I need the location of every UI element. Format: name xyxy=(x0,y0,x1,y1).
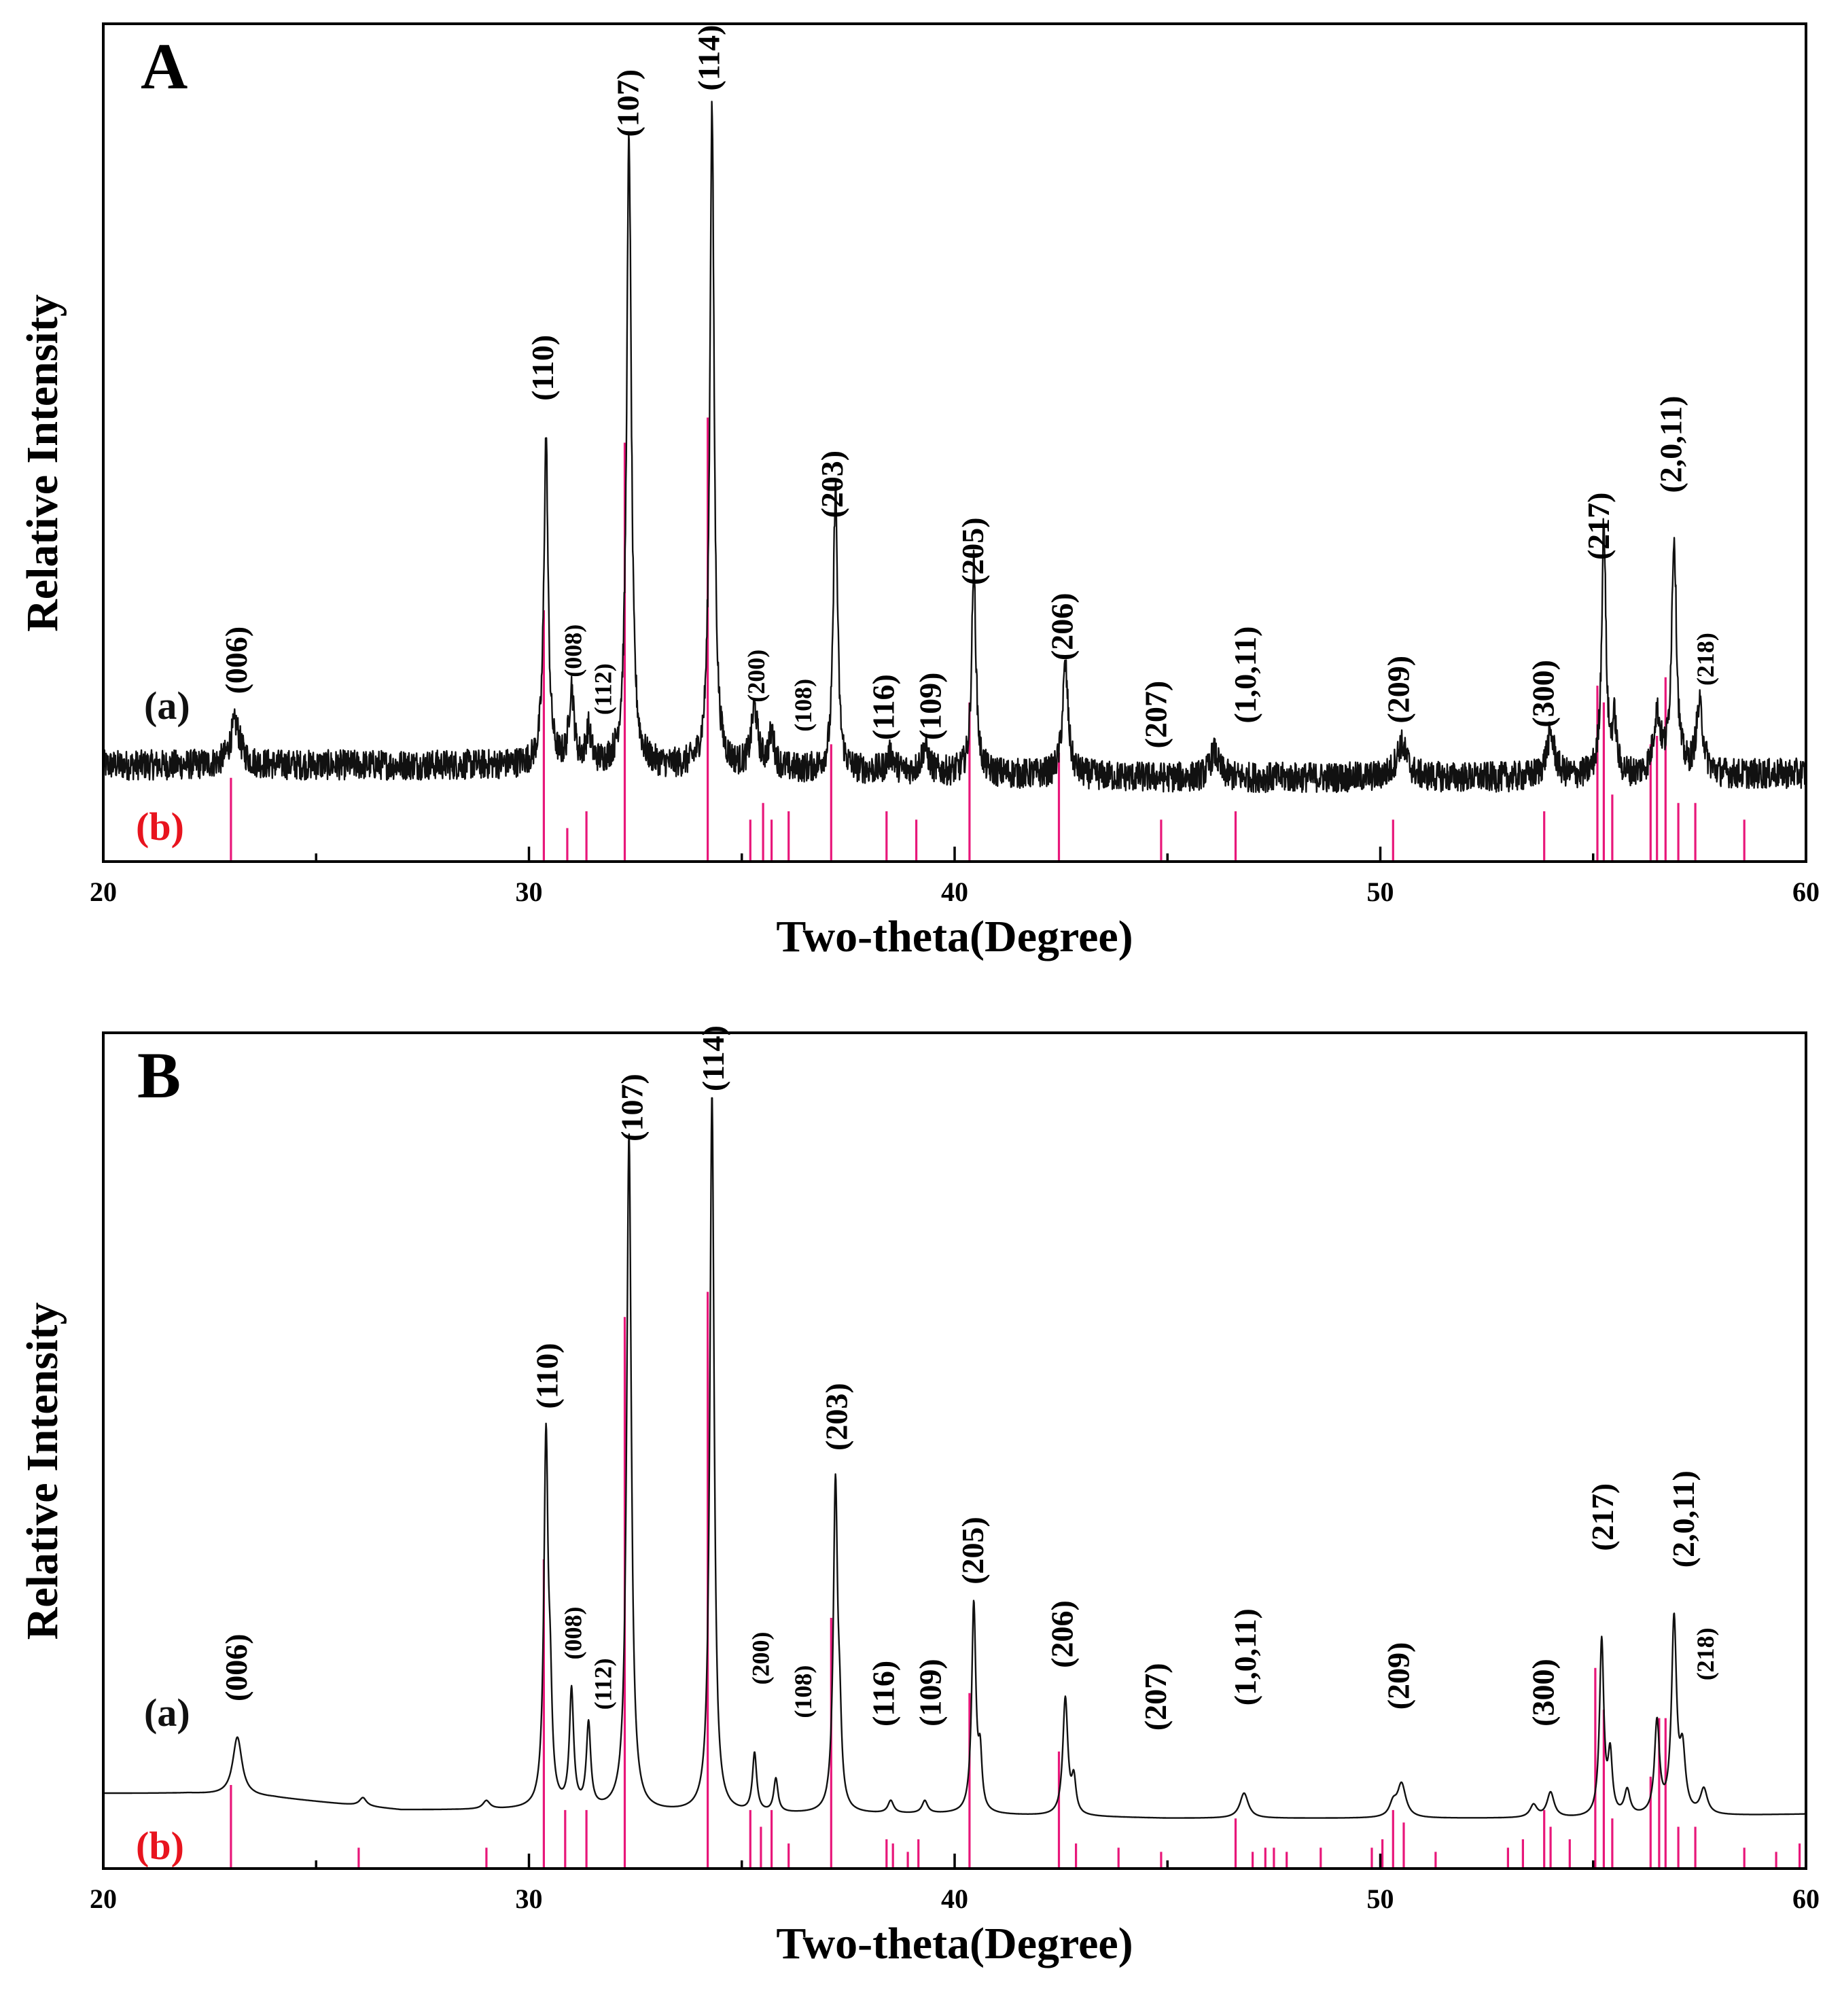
peak-label: (114) xyxy=(696,1025,730,1091)
peak-label: (218) xyxy=(1692,633,1719,686)
peak-label: (203) xyxy=(815,450,849,518)
peak-label: (008) xyxy=(560,624,587,677)
peak-label: (218) xyxy=(1692,1627,1719,1680)
peak-label: (205) xyxy=(955,517,990,585)
peak-label: (200) xyxy=(747,1631,774,1684)
peak-label: (116) xyxy=(866,1661,900,1727)
peak-label: (006) xyxy=(219,626,253,694)
x-tick-label: 50 xyxy=(1367,877,1394,907)
panel-label: B xyxy=(137,1039,181,1112)
legend: (a) (b) xyxy=(136,1691,190,1868)
x-axis: 20 30 40 50 60 xyxy=(90,847,1820,907)
peak-annotations: (006) (110) (008)(112) (107) (114) (200) (108)… xyxy=(219,1025,1719,1731)
peak-label: (217) xyxy=(1581,492,1616,560)
peak-label: (300) xyxy=(1525,1659,1560,1727)
pattern-line xyxy=(102,101,1807,794)
peak-label: (2,0,11) xyxy=(1653,395,1688,493)
peak-annotations: (006) (110) (008)(112) (107) (114) (200) (108)… xyxy=(219,24,1719,748)
y-axis-title: Relative Intensity xyxy=(18,1303,67,1640)
reference-lines xyxy=(230,1292,1801,1869)
peak-label: (1,0,11) xyxy=(1228,1608,1262,1705)
x-tick-label: 30 xyxy=(516,877,543,907)
peak-label: (006) xyxy=(219,1633,253,1701)
x-tick-label: 50 xyxy=(1367,1884,1394,1914)
legend: (a) (b) xyxy=(136,684,190,849)
legend-label-a: (a) xyxy=(144,1691,190,1735)
plot-frame xyxy=(102,1031,1807,1870)
peak-label: (112) xyxy=(590,1658,617,1710)
peak-label: (107) xyxy=(615,1074,650,1142)
peak-label: (200) xyxy=(743,650,770,703)
x-tick-label: 60 xyxy=(1792,877,1820,907)
x-tick-label: 60 xyxy=(1792,1884,1820,1914)
peak-label: (008) xyxy=(560,1607,587,1660)
panel-b: 20 30 40 50 60 Two-theta(Degree) Relative Inte… xyxy=(18,1025,1820,1968)
x-tick-label: 20 xyxy=(90,1884,117,1914)
peak-label: (110) xyxy=(525,335,560,401)
peak-label: (207) xyxy=(1138,681,1173,749)
peak-label: (217) xyxy=(1585,1483,1620,1551)
x-tick-label: 40 xyxy=(941,1884,968,1914)
peak-label: (109) xyxy=(913,673,947,741)
peak-label: (108) xyxy=(790,1665,817,1718)
peak-label: (207) xyxy=(1138,1663,1173,1731)
peak-label: (205) xyxy=(955,1517,990,1585)
panel-a: 20 30 40 50 60 Two-theta(Degree) Relative Inte… xyxy=(18,22,1820,961)
x-axis-title: Two-theta(Degree) xyxy=(776,912,1133,961)
legend-label-a: (a) xyxy=(144,684,190,728)
panel-label: A xyxy=(141,30,188,103)
peak-label: (114) xyxy=(692,24,726,90)
peak-label: (110) xyxy=(529,1343,564,1409)
x-axis-title: Two-theta(Degree) xyxy=(776,1919,1133,1968)
legend-label-b: (b) xyxy=(136,1824,184,1868)
peak-label: (109) xyxy=(913,1659,947,1727)
x-tick-label: 40 xyxy=(941,877,968,907)
peak-label: (300) xyxy=(1525,660,1560,728)
peak-label: (116) xyxy=(866,674,900,740)
peak-label: (206) xyxy=(1044,593,1079,660)
pattern-line xyxy=(103,1097,1807,1819)
peak-label: (108) xyxy=(790,679,817,732)
peak-label: (2,0,11) xyxy=(1666,1470,1701,1568)
peak-label: (112) xyxy=(590,663,617,715)
reference-lines xyxy=(230,417,1746,862)
y-axis-title: Relative Intensity xyxy=(18,294,67,632)
x-axis: 20 30 40 50 60 xyxy=(90,1854,1820,1914)
x-tick-label: 30 xyxy=(516,1884,543,1914)
peak-label: (209) xyxy=(1381,656,1415,724)
legend-label-b: (b) xyxy=(136,804,184,849)
peak-label: (107) xyxy=(610,69,645,137)
peak-label: (209) xyxy=(1381,1642,1415,1710)
peak-label: (206) xyxy=(1044,1600,1079,1668)
peak-label: (203) xyxy=(819,1383,853,1451)
peak-label: (1,0,11) xyxy=(1228,626,1262,724)
x-tick-label: 20 xyxy=(90,877,117,907)
